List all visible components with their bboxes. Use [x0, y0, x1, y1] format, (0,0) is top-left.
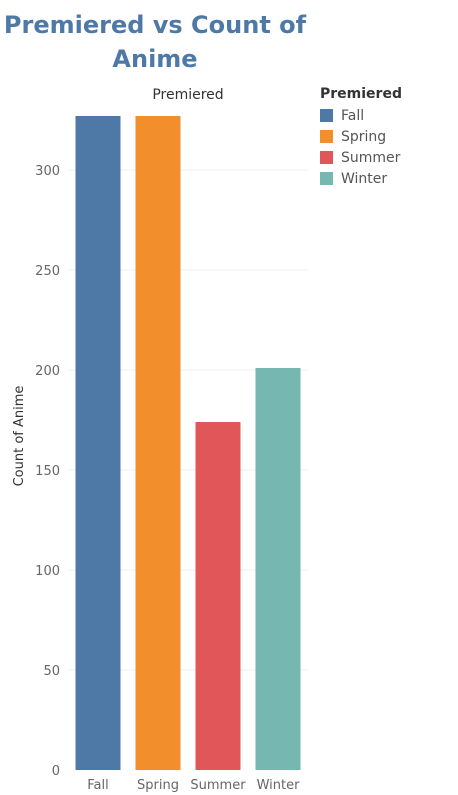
bar-fall[interactable]	[75, 116, 121, 770]
bar-winter[interactable]	[255, 368, 301, 770]
y-ticks: 0 50 100 150 200 250 300	[35, 164, 60, 779]
legend-swatch	[320, 130, 333, 143]
legend-swatch	[320, 172, 333, 185]
legend-swatch	[320, 151, 333, 164]
y-tick-200: 200	[35, 364, 60, 379]
bar-spring[interactable]	[135, 116, 181, 770]
y-tick-0: 0	[52, 764, 60, 779]
legend-label: Winter	[341, 170, 388, 187]
x-tick-summer: Summer	[190, 778, 246, 793]
legend-item-summer[interactable]: Summer	[320, 147, 402, 168]
legend-label: Summer	[341, 149, 401, 166]
legend-swatch	[320, 109, 333, 122]
legend-label: Spring	[341, 128, 387, 145]
x-ticks: Fall Spring Summer Winter	[87, 778, 300, 793]
x-tick-fall: Fall	[87, 778, 108, 793]
legend-title: Premiered	[320, 86, 402, 102]
legend-items: Fall Spring Summer Winter	[320, 105, 402, 189]
y-tick-300: 300	[35, 164, 60, 179]
y-tick-250: 250	[35, 264, 60, 279]
y-tick-150: 150	[35, 464, 60, 479]
y-tick-50: 50	[43, 664, 60, 679]
y-tick-100: 100	[35, 564, 60, 579]
legend-label: Fall	[341, 107, 365, 124]
legend-item-spring[interactable]: Spring	[320, 126, 402, 147]
legend-item-fall[interactable]: Fall	[320, 105, 402, 126]
chart-title: Premiered vs Count of Anime	[3, 11, 307, 73]
x-tick-winter: Winter	[257, 778, 301, 793]
x-tick-spring: Spring	[137, 778, 179, 793]
y-axis-label: Count of Anime	[12, 386, 27, 487]
legend-item-winter[interactable]: Winter	[320, 168, 402, 189]
legend: Premiered Fall Spring Summer Winter	[320, 86, 402, 189]
column-header: Premiered	[152, 87, 223, 103]
bar-summer[interactable]	[195, 422, 241, 770]
bars	[75, 116, 301, 770]
